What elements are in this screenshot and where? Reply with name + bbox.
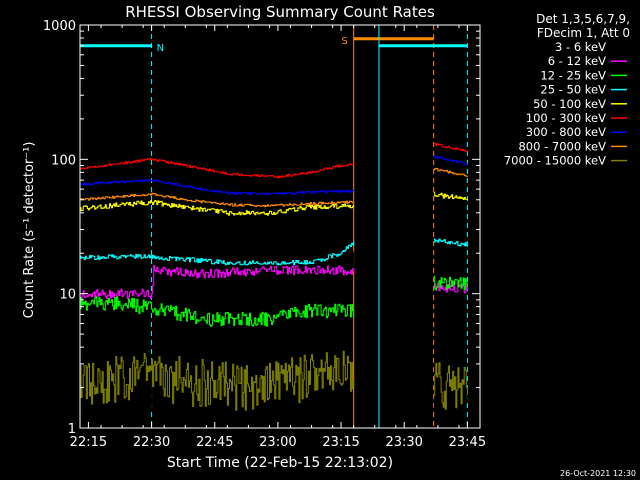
interval-label: S [341,36,347,47]
legend-entry-label: 100 - 300 keV [526,111,606,125]
series-line [80,155,468,196]
series-line [80,142,468,179]
x-tick-label: 23:00 [259,435,296,450]
x-tick-label: 22:30 [133,435,170,450]
series-line [80,168,468,208]
footer-date: 26-Oct-2021 12:30 [560,469,636,478]
series-line [80,238,468,266]
legend-entry-label: 12 - 25 keV [540,68,606,82]
y-tick-label: 10 [59,288,76,303]
interval-label: N [157,43,164,54]
series-line [80,191,468,216]
legend-entry-label: 6 - 12 keV [548,54,606,68]
x-tick-label: 23:45 [449,435,486,450]
chart-title: RHESSI Observing Summary Count Rates [125,3,435,21]
legend-header-line1: Det 1,3,5,6,7,9, [536,12,630,26]
legend-entry-label: 25 - 50 keV [540,83,606,97]
x-tick-label: 23:15 [322,435,359,450]
plot-frame [79,24,481,429]
legend-header-line2: FDecim 1, Att 0 [537,26,630,40]
series-line [80,275,468,327]
legend-entry-label: 800 - 7000 keV [518,139,606,153]
y-tick-label: 1000 [43,19,76,34]
y-axis-label: Count Rate (s⁻¹ detector⁻¹) [22,142,37,319]
legend-entry-label: 50 - 100 keV [533,97,606,111]
legend-entry-label: 300 - 800 keV [526,125,606,139]
series-group [80,142,468,420]
legend-entry-label: 7000 - 15000 keV [504,154,606,168]
legend: Det 1,3,5,6,7,9, FDecim 1, Att 0 3 - 6 k… [504,12,630,168]
y-tick-label: 1 [68,422,76,437]
y-tick-label: 100 [51,153,76,168]
axis-ticks: 22:15 22:30 22:45 23:00 23:15 23:30 23:45 1 10 10… [43,19,486,450]
x-tick-label: 22:45 [196,435,233,450]
legend-entry-label: 3 - 6 keV [555,40,606,54]
series-line [80,350,468,411]
x-axis-label: Start Time (22-Feb-15 22:13:02) [167,455,393,471]
x-tick-label: 23:30 [385,435,422,450]
x-tick-label: 22:15 [70,435,107,450]
